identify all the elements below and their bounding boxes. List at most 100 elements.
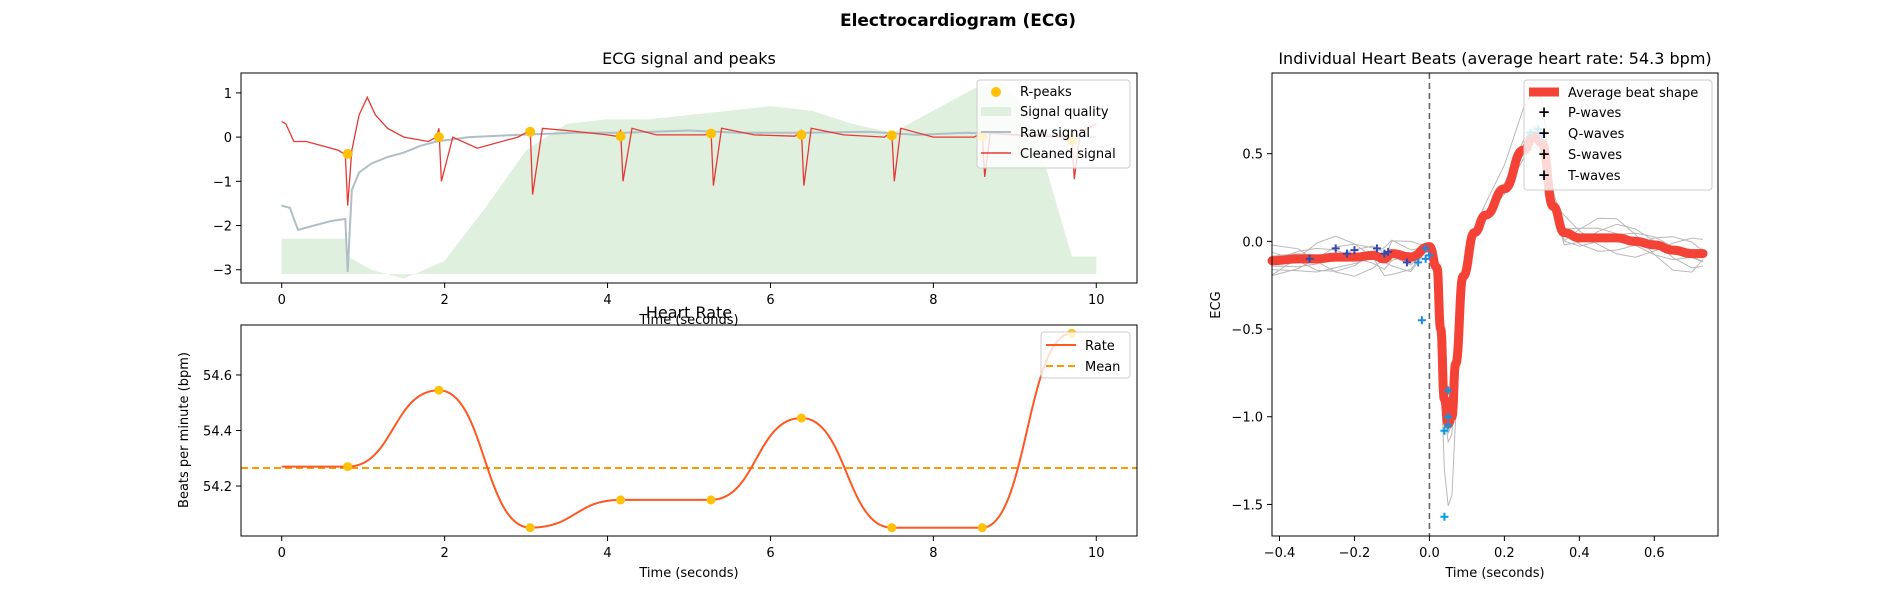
heart-beats-ylabel: ECG xyxy=(1209,291,1224,318)
heart-rate-legend: Rate Mean xyxy=(1040,331,1131,379)
heart-rate-xtick-label: 0 xyxy=(278,546,286,561)
legend-box xyxy=(976,79,1131,169)
heart-rate-peak-point xyxy=(706,495,716,505)
heart-beats-xtick-label: 0.0 xyxy=(1419,546,1440,561)
heart-beats-xtick-label: −0.2 xyxy=(1339,546,1371,561)
heart-rate-title: Heart Rate xyxy=(646,303,732,322)
ecg-signal-xtick-label: 6 xyxy=(766,293,774,308)
legend-marker-q-waves: + xyxy=(1538,124,1551,142)
ecg-signal-ytick-label: −2 xyxy=(213,220,232,235)
heart-rate-axes: 0 2 4 6 8 10 54.6 54.4 54.2 xyxy=(203,369,1104,561)
legend-marker-r-peaks xyxy=(991,87,1001,97)
heart-beats-panel: Individual Heart Beats (average heart ra… xyxy=(1209,49,1719,581)
ecg-signal-ytick-label: 0 xyxy=(224,131,232,146)
heart-rate-xlabel: Time (seconds) xyxy=(638,566,738,581)
r-peak-point xyxy=(433,132,444,143)
heart-rate-axes-frame xyxy=(240,324,1138,537)
ecg-signal-xtick-label: 8 xyxy=(929,293,937,308)
p-wave-marker xyxy=(1305,254,1314,263)
s-wave-marker xyxy=(1444,386,1453,395)
heart-rate-xtick-label: 8 xyxy=(929,546,937,561)
q-wave-marker xyxy=(1414,258,1423,267)
s-wave-marker xyxy=(1444,412,1453,421)
heart-rate-peak-point xyxy=(434,385,444,395)
s-wave-marker xyxy=(1440,512,1449,521)
ecg-signal-xlabel: Time (seconds) xyxy=(638,313,738,328)
heart-rate-peak-point xyxy=(796,413,806,423)
heart-rate-peak-point xyxy=(616,495,626,505)
heart-rate-xtick-label: 10 xyxy=(1088,546,1105,561)
heart-rate-ytick-label: 54.2 xyxy=(203,480,232,495)
heart-rate-peak-point xyxy=(343,462,353,472)
heart-beats-ytick-label: −1.0 xyxy=(1231,411,1263,426)
heart-beats-axes: −0.4 −0.2 0.0 0.2 0.4 0.6 0.5 0.0 −0.5 −1.0 −1.5 xyxy=(1231,148,1664,561)
p-wave-marker xyxy=(1331,244,1340,253)
legend-box xyxy=(1523,79,1713,191)
ecg-signal-ytick-label: −1 xyxy=(213,175,232,190)
p-wave-marker xyxy=(1342,249,1351,258)
r-peak-point xyxy=(525,126,536,137)
q-wave-marker xyxy=(1421,254,1430,263)
r-peak-point xyxy=(615,131,626,142)
heart-beats-ytick-label: −0.5 xyxy=(1231,323,1263,338)
heart-rate-xtick-label: 2 xyxy=(440,546,448,561)
heart-beats-legend: Average beat shape + P-waves + Q-waves +… xyxy=(1523,79,1713,191)
heart-beats-xtick-label: 0.6 xyxy=(1644,546,1665,561)
p-wave-marker xyxy=(1350,246,1359,255)
heart-beats-xtick-label: −0.4 xyxy=(1264,546,1296,561)
heart-rate-peak-point xyxy=(977,523,987,533)
ecg-signal-xtick-label: 10 xyxy=(1088,293,1105,308)
legend-marker-s-waves: + xyxy=(1538,145,1551,163)
r-peak-point xyxy=(705,128,716,139)
average-beat-line xyxy=(1267,131,1708,429)
legend-marker-signal-quality xyxy=(981,107,1011,116)
legend-label-q-waves: Q-waves xyxy=(1568,127,1625,142)
p-wave-marker xyxy=(1402,258,1411,267)
legend-label-p-waves: P-waves xyxy=(1568,106,1622,121)
heart-rate-xtick-label: 6 xyxy=(766,546,774,561)
heart-rate-peak-point xyxy=(525,523,535,533)
ecg-signal-ytick-label: 1 xyxy=(224,87,232,102)
ecg-signal-ytick-label: −3 xyxy=(213,264,232,279)
ecg-signal-xtick-label: 4 xyxy=(603,293,611,308)
heart-beats-axes-frame xyxy=(1271,72,1719,537)
heart-beats-title: Individual Heart Beats (average heart ra… xyxy=(1278,49,1711,68)
heart-beats-xtick-label: 0.2 xyxy=(1494,546,1515,561)
heart-rate-ytick-label: 54.4 xyxy=(203,425,232,440)
legend-label-signal-quality: Signal quality xyxy=(1020,105,1109,120)
legend-label-cleaned-signal: Cleaned signal xyxy=(1020,147,1116,162)
signal-quality-area xyxy=(281,79,1097,279)
heart-rate-ytick-label: 54.6 xyxy=(203,369,232,384)
legend-label-r-peaks: R-peaks xyxy=(1020,85,1072,100)
heart-rate-line xyxy=(281,332,1072,529)
r-peak-point xyxy=(886,130,897,141)
legend-label-rate: Rate xyxy=(1085,339,1115,354)
heart-rate-ylabel: Beats per minute (bpm) xyxy=(177,352,192,508)
legend-label-t-waves: T-waves xyxy=(1567,169,1621,184)
q-wave-marker xyxy=(1421,244,1430,253)
heart-beats-ytick-label: −1.5 xyxy=(1231,498,1263,513)
q-wave-marker xyxy=(1417,316,1426,325)
p-wave-marker xyxy=(1384,247,1393,256)
ecg-signal-plot xyxy=(281,79,1097,279)
ecg-signal-xtick-label: 0 xyxy=(278,293,286,308)
ecg-signal-title: ECG signal and peaks xyxy=(602,49,776,68)
heart-rate-plot xyxy=(241,328,1137,533)
heart-beats-plot xyxy=(1267,73,1708,536)
ecg-signal-legend: R-peaks Signal quality Raw signal Cleane… xyxy=(976,79,1131,169)
heart-beats-ytick-label: 0.0 xyxy=(1242,235,1263,250)
raw-signal-line xyxy=(281,129,1097,272)
heart-rate-peak-point xyxy=(887,523,897,533)
heart-rate-panel: 0 2 4 6 8 10 54.6 54.4 54.2 Heart Rate Time (sec… xyxy=(177,303,1138,581)
p-wave-marker xyxy=(1372,244,1381,253)
heart-beats-xlabel: Time (seconds) xyxy=(1444,566,1544,581)
heart-beats-xtick-label: 0.4 xyxy=(1569,546,1590,561)
s-wave-marker xyxy=(1440,426,1449,435)
r-peak-point xyxy=(796,129,807,140)
ecg-signal-axes-frame xyxy=(240,72,1138,284)
figure-suptitle: Electrocardiogram (ECG) xyxy=(840,11,1076,31)
heart-beats-ytick-label: 0.5 xyxy=(1242,148,1263,163)
legend-marker-p-waves: + xyxy=(1538,103,1551,121)
